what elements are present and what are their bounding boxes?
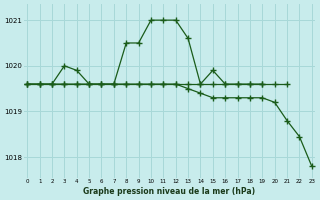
X-axis label: Graphe pression niveau de la mer (hPa): Graphe pression niveau de la mer (hPa) [84, 187, 256, 196]
